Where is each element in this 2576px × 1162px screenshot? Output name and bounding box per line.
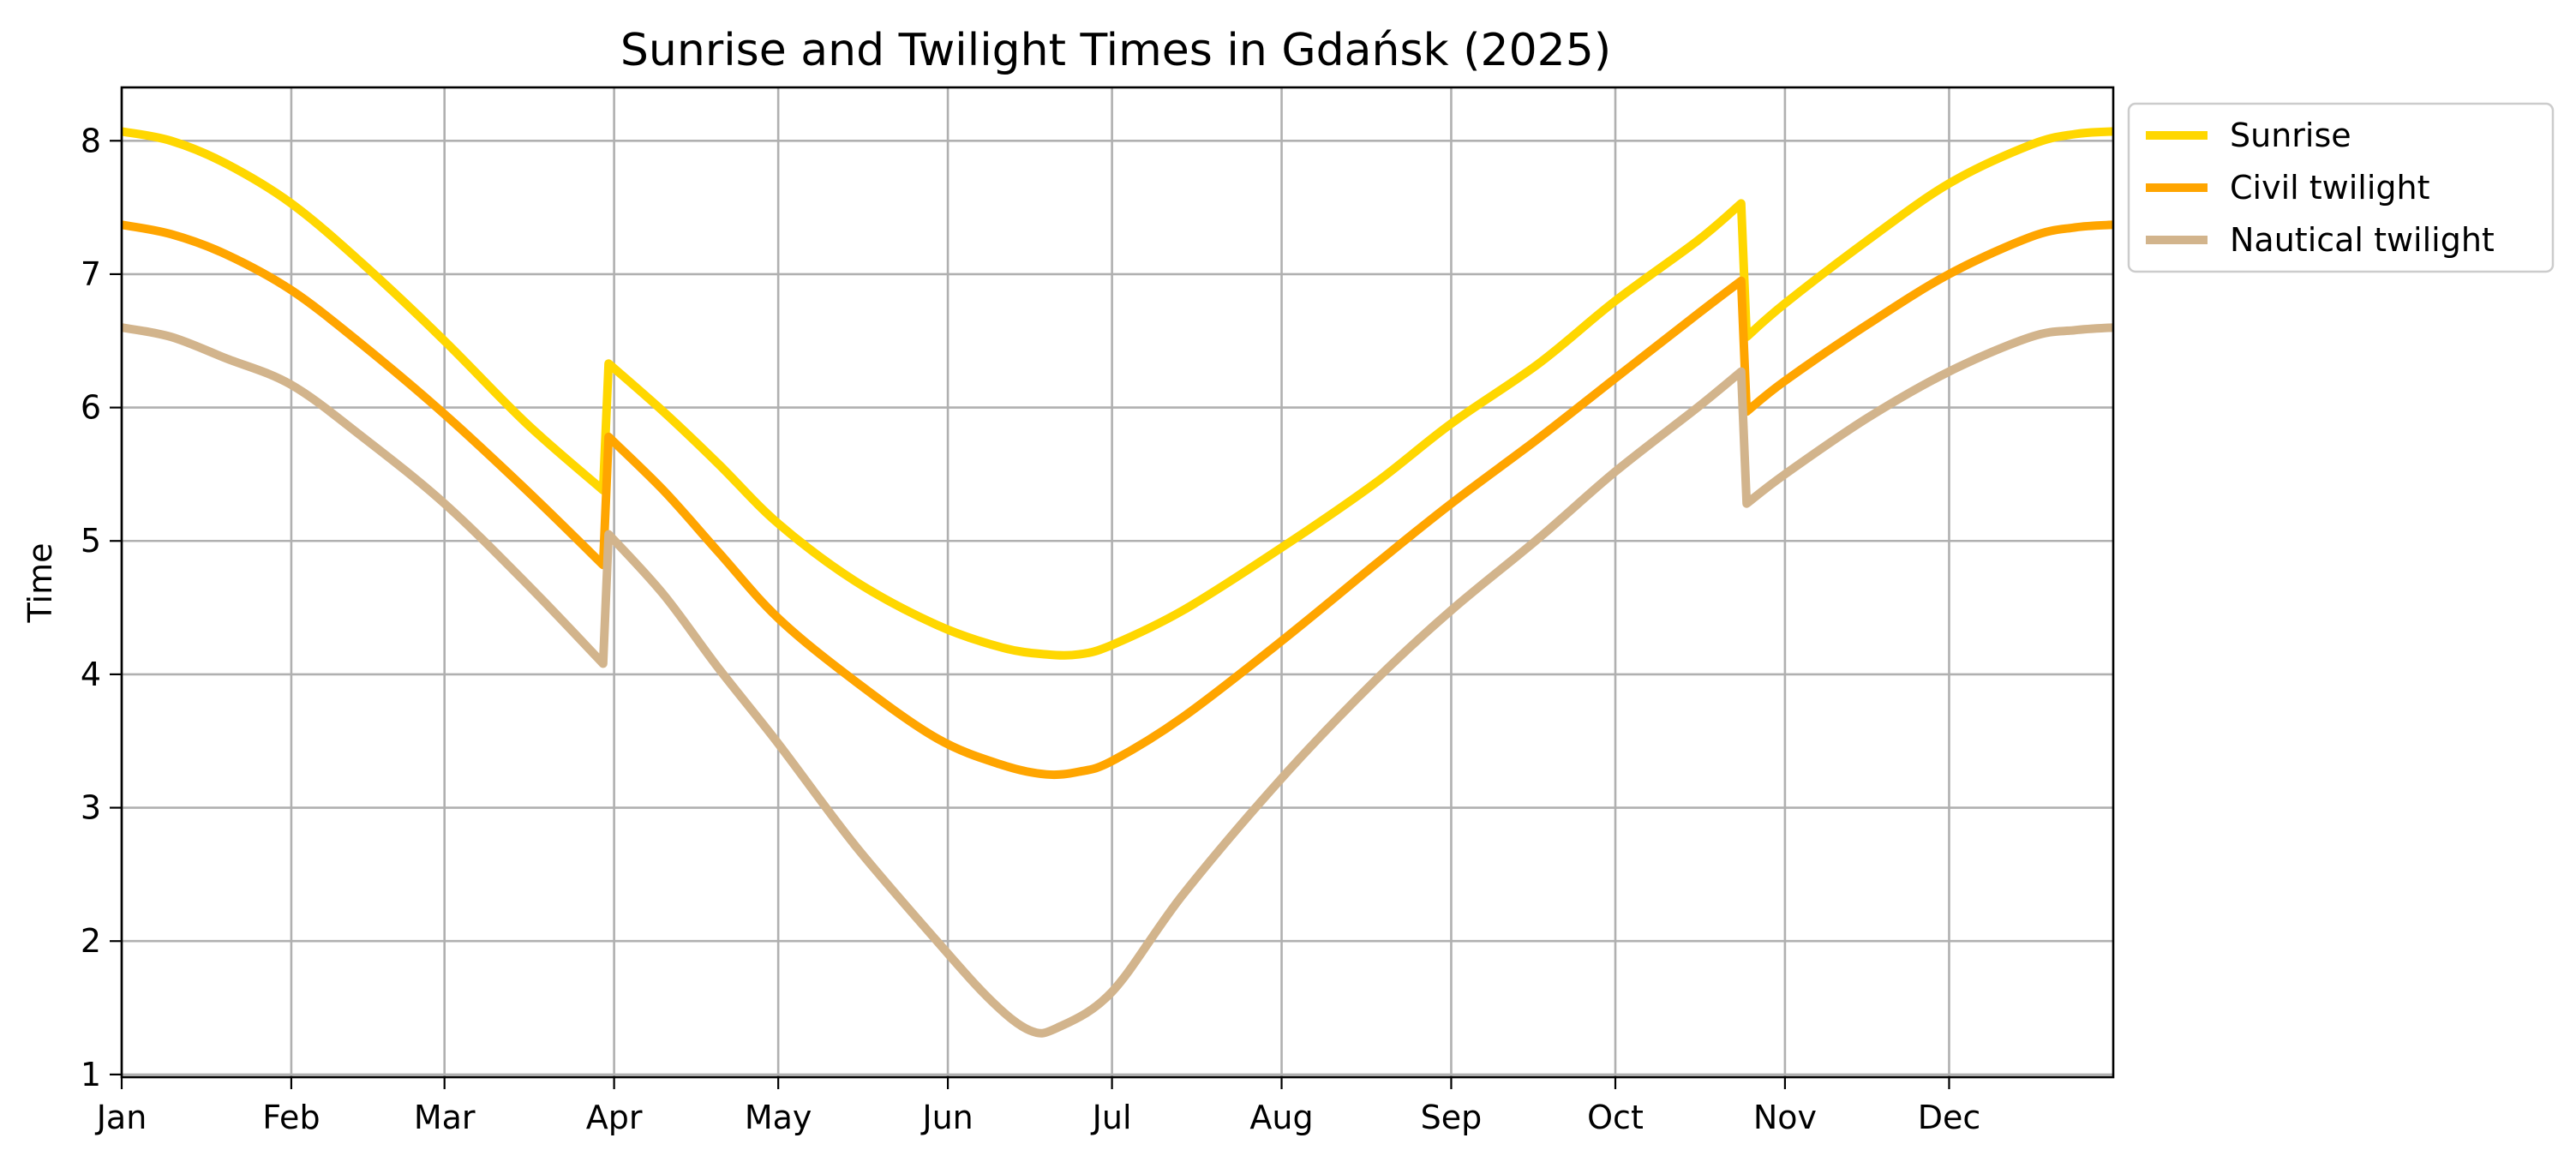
legend-label-civil-twilight: Civil twilight	[2230, 169, 2430, 207]
x-tick-label: Jun	[920, 1099, 973, 1136]
y-tick-label: 5	[81, 522, 101, 560]
legend-label-sunrise: Sunrise	[2230, 117, 2351, 154]
x-tick-label: Aug	[1249, 1099, 1313, 1136]
grid	[120, 87, 2113, 1077]
y-tick-label: 7	[81, 255, 101, 293]
series-line-sunrise	[121, 127, 2114, 660]
series-line-civil-twilight	[121, 220, 2114, 780]
x-tick-label: Sep	[1421, 1099, 1483, 1136]
series-line-nautical-twilight	[121, 323, 2114, 1038]
y-tick-label: 3	[81, 789, 101, 827]
x-tick-label: Mar	[414, 1099, 476, 1136]
x-tick-label: Oct	[1587, 1099, 1644, 1136]
y-tick-label: 6	[81, 389, 101, 427]
x-tick-label: Jul	[1091, 1099, 1132, 1136]
x-tick-label: Nov	[1753, 1099, 1817, 1136]
series-lines	[121, 127, 2114, 1038]
plot-frame	[120, 86, 2115, 1079]
legend-label-nautical-twilight: Nautical twilight	[2230, 221, 2495, 259]
y-axis-label: Time	[21, 543, 59, 624]
y-tick-label: 1	[81, 1056, 101, 1093]
y-axis-ticks: 1 2 3 4 5 6 7 8	[81, 122, 122, 1093]
x-tick-label: Dec	[1918, 1099, 1981, 1136]
y-tick-label: 8	[81, 122, 101, 159]
y-tick-label: 2	[81, 922, 101, 960]
y-tick-label: 4	[81, 656, 101, 693]
chart-title: Sunrise and Twilight Times in Gdańsk (20…	[620, 25, 1611, 76]
x-tick-label: Apr	[586, 1099, 643, 1136]
x-tick-label: Feb	[262, 1099, 320, 1136]
x-axis-ticks: Jan Feb Mar Apr May Jun Jul Aug Sep Oct Nov Dec	[95, 1077, 1981, 1136]
x-tick-label: May	[745, 1099, 812, 1136]
legend: Sunrise Civil twilight Nautical twilight	[2127, 102, 2555, 273]
x-tick-label: Jan	[95, 1099, 147, 1136]
legend-box	[2127, 102, 2555, 273]
